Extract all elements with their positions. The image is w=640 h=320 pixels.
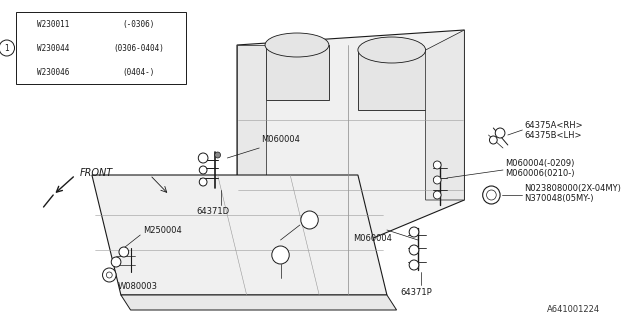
Text: 64375A<RH>: 64375A<RH> xyxy=(524,121,583,130)
Polygon shape xyxy=(92,175,387,295)
Text: M060006(0210-): M060006(0210-) xyxy=(505,169,575,178)
Text: 1: 1 xyxy=(307,215,312,225)
Ellipse shape xyxy=(301,211,318,229)
Text: M250004: M250004 xyxy=(143,226,182,235)
Ellipse shape xyxy=(433,161,441,169)
Text: M060004: M060004 xyxy=(261,135,300,144)
Ellipse shape xyxy=(265,33,329,57)
Ellipse shape xyxy=(409,260,419,270)
Ellipse shape xyxy=(106,272,112,278)
Ellipse shape xyxy=(199,178,207,186)
Ellipse shape xyxy=(119,247,129,257)
Text: M060004: M060004 xyxy=(353,234,392,243)
Text: M060004(-0209): M060004(-0209) xyxy=(505,158,574,167)
Ellipse shape xyxy=(490,136,497,144)
Ellipse shape xyxy=(272,246,289,264)
Ellipse shape xyxy=(102,268,116,282)
Text: 64371P: 64371P xyxy=(400,288,432,297)
Text: 1: 1 xyxy=(278,251,283,260)
Text: (-0306): (-0306) xyxy=(122,20,154,28)
Text: 64371D: 64371D xyxy=(196,207,229,216)
Ellipse shape xyxy=(483,186,500,204)
Ellipse shape xyxy=(198,153,208,163)
Text: 64375B<LH>: 64375B<LH> xyxy=(524,131,582,140)
Polygon shape xyxy=(237,30,464,295)
Text: W230046: W230046 xyxy=(38,68,70,76)
Ellipse shape xyxy=(358,37,426,63)
Polygon shape xyxy=(121,295,397,310)
Ellipse shape xyxy=(111,257,121,267)
Text: (0404-): (0404-) xyxy=(122,68,154,76)
Text: N370048(05MY-): N370048(05MY-) xyxy=(524,194,594,203)
Ellipse shape xyxy=(199,166,207,174)
Ellipse shape xyxy=(486,190,496,200)
Polygon shape xyxy=(358,50,426,110)
Text: N: N xyxy=(485,191,490,197)
Ellipse shape xyxy=(409,245,419,255)
Text: 1: 1 xyxy=(4,44,9,52)
Text: N023808000(2X-04MY): N023808000(2X-04MY) xyxy=(524,183,621,193)
Polygon shape xyxy=(237,45,266,295)
Bar xyxy=(17,12,186,84)
Polygon shape xyxy=(266,45,329,100)
Ellipse shape xyxy=(433,191,441,199)
Text: W080003: W080003 xyxy=(118,282,158,291)
Text: (0306-0404): (0306-0404) xyxy=(113,44,164,52)
Ellipse shape xyxy=(0,40,15,56)
Ellipse shape xyxy=(495,128,505,138)
Ellipse shape xyxy=(215,152,221,158)
Text: W230011: W230011 xyxy=(38,20,70,28)
Text: W230044: W230044 xyxy=(38,44,70,52)
Ellipse shape xyxy=(433,176,441,184)
Text: FRONT: FRONT xyxy=(79,168,113,178)
Text: A641001224: A641001224 xyxy=(547,305,600,314)
Polygon shape xyxy=(426,30,464,200)
Ellipse shape xyxy=(409,227,419,237)
